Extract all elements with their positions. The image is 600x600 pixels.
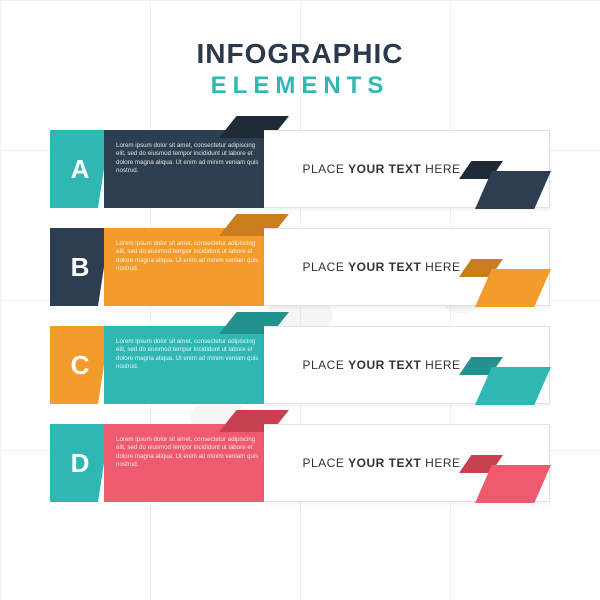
heading-thin2: HERE (421, 162, 460, 176)
letter-box-b: B (50, 228, 110, 306)
ribbon-rows: A Lorem ipsum dolor sit amet, consectetur… (50, 130, 550, 502)
letter-label: D (71, 448, 90, 479)
heading-bold: YOUR TEXT (348, 358, 421, 372)
infographic-container: INFOGRAPHIC ELEMENTS A Lorem ipsum dolor … (0, 0, 600, 532)
ribbon-lorem: Lorem ipsum dolor sit amet, consectetur … (116, 338, 259, 371)
ribbon-row-a: A Lorem ipsum dolor sit amet, consectetur… (50, 130, 550, 208)
panel-heading: PLACE YOUR TEXT HERE (302, 260, 460, 274)
panel-heading: PLACE YOUR TEXT HERE (302, 358, 460, 372)
ribbon-row-d: D Lorem ipsum dolor sit amet, consectetur… (50, 424, 550, 502)
panel-heading: PLACE YOUR TEXT HERE (302, 162, 460, 176)
ribbon-row-b: B Lorem ipsum dolor sit amet, consectetur… (50, 228, 550, 306)
ribbon-lorem: Lorem ipsum dolor sit amet, consectetur … (116, 240, 259, 273)
ribbon-row-c: C Lorem ipsum dolor sit amet, consectetur… (50, 326, 550, 404)
title-line2: ELEMENTS (50, 72, 550, 100)
ribbon-lorem: Lorem ipsum dolor sit amet, consectetur … (116, 142, 259, 175)
heading-thin1: PLACE (302, 456, 348, 470)
text-panel: PLACE YOUR TEXT HERE (264, 326, 550, 404)
heading-bold: YOUR TEXT (348, 456, 421, 470)
title-line1: INFOGRAPHIC (50, 38, 550, 70)
heading-bold: YOUR TEXT (348, 162, 421, 176)
heading-thin1: PLACE (302, 260, 348, 274)
text-panel: PLACE YOUR TEXT HERE (264, 228, 550, 306)
letter-box-c: C (50, 326, 110, 404)
text-panel: PLACE YOUR TEXT HERE (264, 424, 550, 502)
heading-thin1: PLACE (302, 162, 348, 176)
panel-heading: PLACE YOUR TEXT HERE (302, 456, 460, 470)
letter-label: A (71, 154, 90, 185)
letter-label: C (71, 350, 90, 381)
heading-thin2: HERE (421, 456, 460, 470)
letter-label: B (71, 252, 90, 283)
heading-thin2: HERE (421, 358, 460, 372)
letter-box-d: D (50, 424, 110, 502)
heading-thin1: PLACE (302, 358, 348, 372)
heading-thin2: HERE (421, 260, 460, 274)
text-panel: PLACE YOUR TEXT HERE (264, 130, 550, 208)
ribbon-lorem: Lorem ipsum dolor sit amet, consectetur … (116, 436, 259, 469)
heading-bold: YOUR TEXT (348, 260, 421, 274)
letter-box-a: A (50, 130, 110, 208)
